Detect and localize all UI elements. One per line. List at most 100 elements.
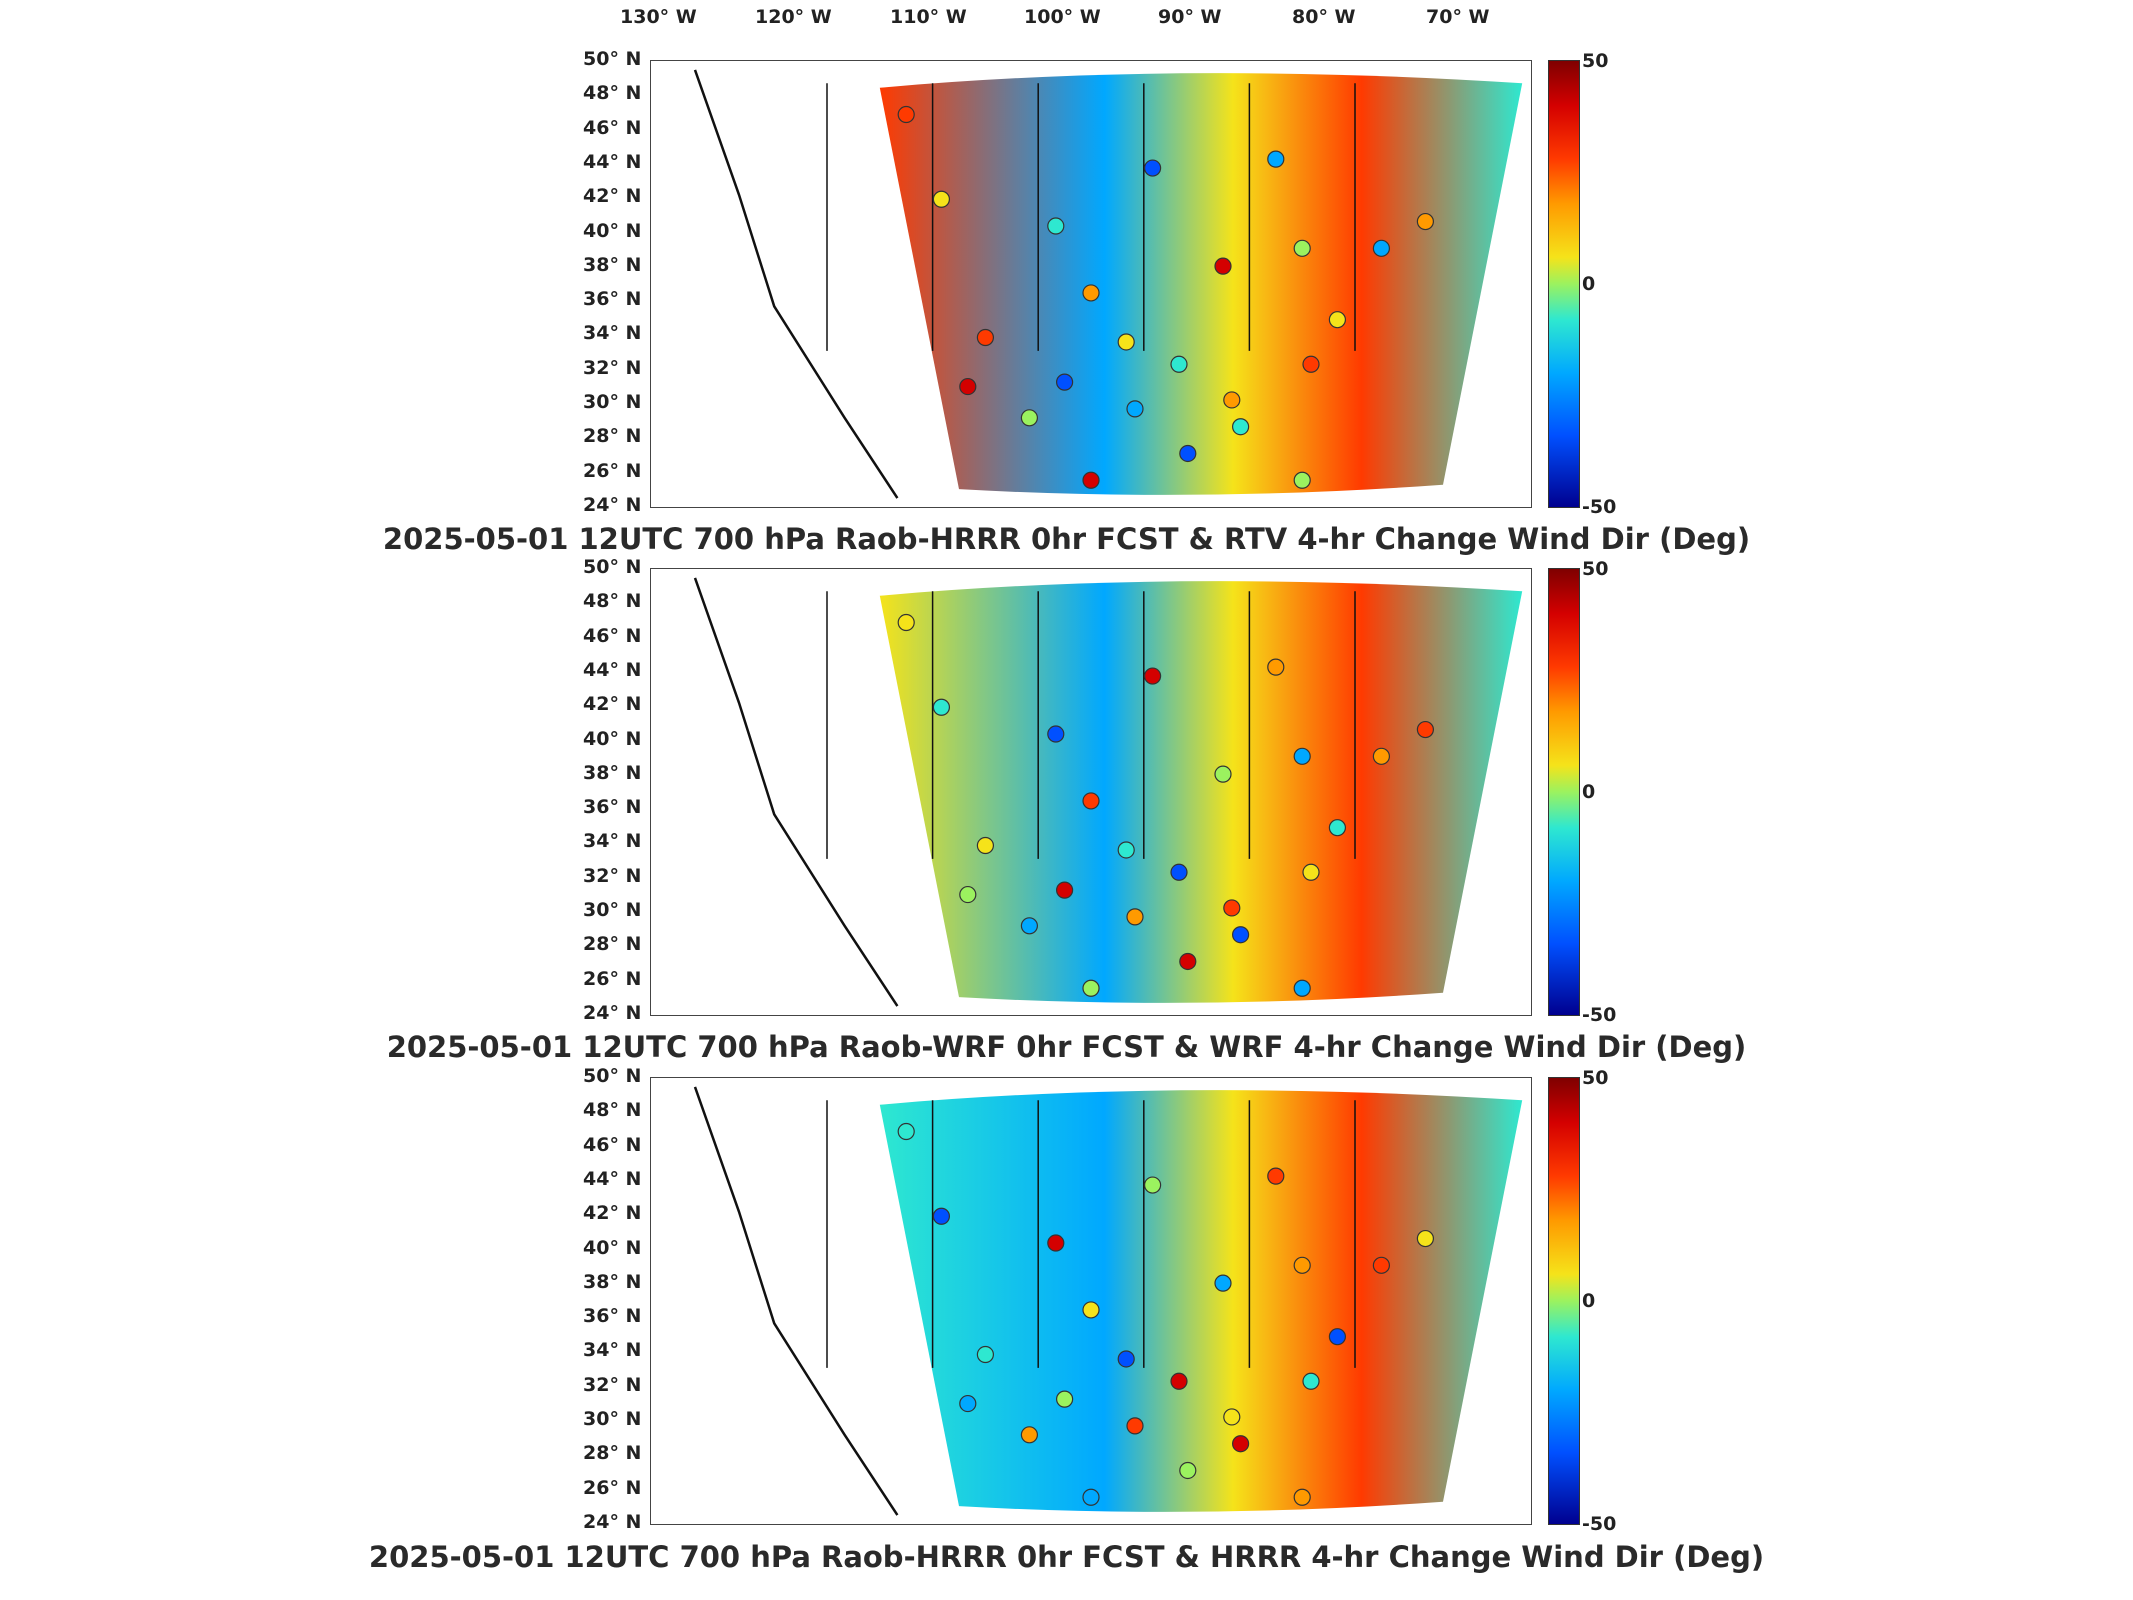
raob-station-marker <box>1223 1408 1241 1426</box>
longitude-tick-label: 110° W <box>890 6 967 28</box>
raob-station-marker <box>897 1122 915 1141</box>
latitude-tick-label: 40° N <box>583 1236 642 1259</box>
raob-station-marker <box>932 1207 950 1225</box>
raob-station-marker <box>1302 355 1320 373</box>
raob-station-marker <box>1020 917 1038 935</box>
raob-station-marker <box>1117 841 1135 859</box>
longitude-tick-label: 80° W <box>1292 6 1356 28</box>
raob-station-marker <box>1056 373 1074 391</box>
raob-station-marker <box>1082 792 1100 810</box>
raob-station-marker <box>1214 765 1232 783</box>
raob-station-marker <box>897 105 915 124</box>
latitude-tick-label: 42° N <box>583 185 642 208</box>
raob-station-marker <box>1082 1488 1100 1506</box>
raob-station-marker <box>1231 926 1250 944</box>
map-plot-area-1 <box>650 60 1532 508</box>
raob-station-marker <box>1117 1350 1135 1368</box>
latitude-tick-label: 34° N <box>583 1339 642 1362</box>
raob-station-marker <box>1302 863 1320 881</box>
latitude-tick-label: 44° N <box>583 658 642 681</box>
raob-station-marker <box>1293 1488 1311 1506</box>
raob-station-marker <box>1056 1390 1074 1408</box>
colorbar-mid-label: 0 <box>1582 1290 1596 1312</box>
raob-station-marker <box>1293 979 1311 997</box>
latitude-tick-label: 48° N <box>583 82 642 105</box>
longitude-tick-label: 100° W <box>1024 6 1101 28</box>
latitude-tick-label: 30° N <box>583 391 642 414</box>
latitude-tick-label: 46° N <box>583 116 642 139</box>
raob-station-marker <box>1267 1167 1285 1185</box>
raob-station-marker <box>1144 159 1162 177</box>
colorbar-mid-label: 0 <box>1582 273 1596 295</box>
raob-station-marker <box>1117 333 1135 351</box>
latitude-tick-label: 32° N <box>583 1373 642 1396</box>
raob-station-marker <box>1047 725 1065 743</box>
raob-station-marker <box>1144 1176 1162 1194</box>
wind-direction-field <box>879 1090 1523 1512</box>
latitude-tick-label: 42° N <box>583 693 642 716</box>
raob-station-marker <box>976 328 994 347</box>
latitude-tick-label: 48° N <box>583 590 642 613</box>
colorbar-2 <box>1548 568 1580 1016</box>
raob-station-marker <box>1223 391 1241 409</box>
latitude-tick-label: 30° N <box>583 899 642 922</box>
latitude-tick-label: 38° N <box>583 761 642 784</box>
map-svg <box>693 577 1523 1007</box>
west-coastline <box>693 577 899 1007</box>
raob-station-marker <box>959 377 977 396</box>
raob-station-marker <box>1214 257 1232 275</box>
panel-title-2: 2025-05-01 12UTC 700 hPa Raob-WRF 0hr FC… <box>386 1030 1747 1064</box>
raob-station-marker <box>932 190 950 208</box>
raob-station-marker <box>1179 952 1197 971</box>
raob-station-marker <box>1372 1256 1391 1274</box>
raob-station-marker <box>1020 409 1038 427</box>
latitude-tick-label: 28° N <box>583 1442 642 1465</box>
raob-station-marker <box>1082 979 1100 997</box>
raob-station-marker <box>1082 284 1100 302</box>
latitude-tick-label: 50° N <box>583 48 642 70</box>
raob-station-marker <box>932 698 950 716</box>
latitude-tick-label: 36° N <box>583 1305 642 1328</box>
latitude-tick-label: 40° N <box>583 727 642 750</box>
raob-station-marker <box>1302 1372 1320 1390</box>
panel-title-1: 2025-05-01 12UTC 700 hPa Raob-HRRR 0hr F… <box>382 522 1751 556</box>
longitude-tick-label: 90° W <box>1158 6 1222 28</box>
latitude-tick-label: 38° N <box>583 253 642 276</box>
raob-station-marker <box>1082 1301 1100 1319</box>
colorbar-max-label: 50 <box>1582 558 1609 580</box>
raob-station-marker <box>1223 899 1241 917</box>
raob-station-marker <box>1020 1426 1038 1444</box>
raob-station-marker <box>1170 355 1188 373</box>
west-coastline <box>693 69 899 499</box>
raob-station-marker <box>1170 863 1188 881</box>
longitude-tick-label: 130° W <box>620 6 697 28</box>
latitude-tick-label: 26° N <box>583 967 642 990</box>
colorbar-max-label: 50 <box>1582 50 1609 72</box>
latitude-tick-label: 32° N <box>583 356 642 379</box>
longitude-tick-label: 120° W <box>755 6 832 28</box>
latitude-tick-label: 34° N <box>583 322 642 345</box>
raob-station-marker <box>1126 400 1144 418</box>
raob-station-marker <box>1082 471 1100 489</box>
raob-station-marker <box>1416 1229 1435 1248</box>
colorbar-mid-label: 0 <box>1582 781 1596 803</box>
raob-station-marker <box>1328 1328 1347 1346</box>
latitude-tick-label: 50° N <box>583 556 642 578</box>
raob-station-marker <box>1416 720 1435 739</box>
raob-station-marker <box>1214 1274 1232 1292</box>
latitude-tick-label: 48° N <box>583 1099 642 1122</box>
raob-station-marker <box>959 1394 977 1413</box>
colorbar-min-label: -50 <box>1582 1004 1617 1026</box>
latitude-tick-label: 44° N <box>583 1167 642 1190</box>
colorbar-3 <box>1548 1077 1580 1525</box>
panel-title-3: 2025-05-01 12UTC 700 hPa Raob-HRRR 0hr F… <box>368 1540 1765 1574</box>
raob-station-marker <box>1170 1372 1188 1390</box>
colorbar-min-label: -50 <box>1582 496 1617 518</box>
raob-station-marker <box>1047 1234 1065 1252</box>
raob-station-marker <box>1416 212 1435 231</box>
latitude-tick-label: 24° N <box>583 1002 642 1024</box>
map-svg <box>693 69 1523 499</box>
latitude-tick-label: 32° N <box>583 864 642 887</box>
raob-station-marker <box>1231 1435 1250 1453</box>
latitude-tick-label: 26° N <box>583 1476 642 1499</box>
